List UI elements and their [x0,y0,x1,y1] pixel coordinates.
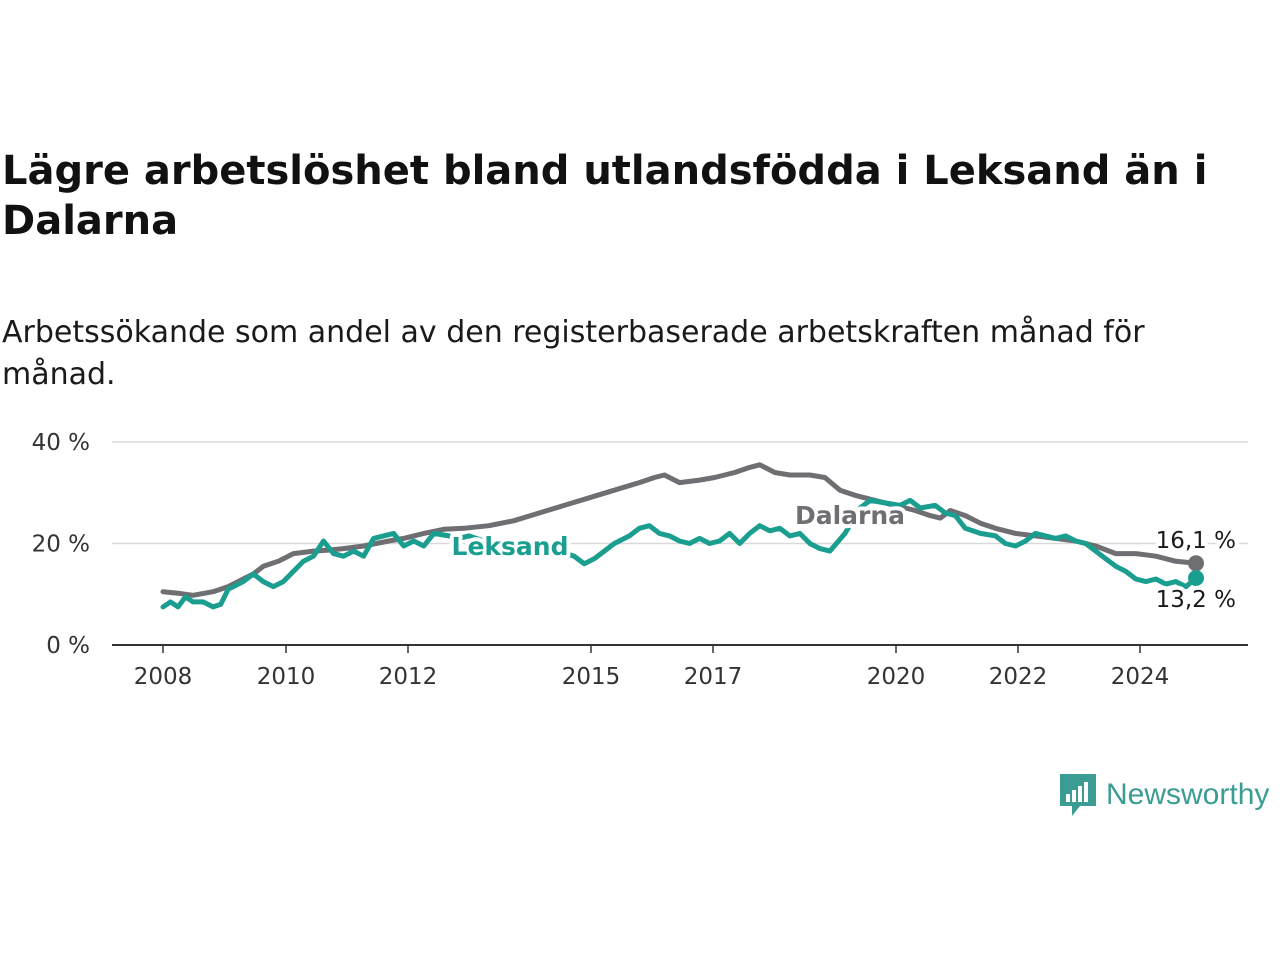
x-tick-label: 2010 [257,664,316,690]
series-label-dalarna: Dalarna [795,501,905,530]
x-axis: 2008 2010 2012 2015 2017 2020 2022 2024 [112,644,1248,690]
series-label-dalarna-halo: Dalarna [795,501,905,530]
newsworthy-logo: Newsworthy [1058,770,1269,820]
end-value-dalarna: 16,1 % [1156,528,1236,554]
x-tick-label: 2012 [379,664,438,690]
end-value-leksand: 13,2 % [1156,587,1236,613]
newsworthy-icon [1060,774,1096,816]
chart-title: Lägre arbetslöshet bland utlandsfödda i … [2,148,1208,244]
x-tick-label: 2020 [867,664,926,690]
x-tick-label: 2024 [1111,664,1170,690]
end-value-leksand-halo: 13,2 % [1156,587,1236,613]
series-label-leksand-halo: Leksand [452,532,569,561]
series-line-leksand [160,497,1199,610]
y-tick-label: 40 % [32,430,90,456]
chart-subtitle: Arbetssökande som andel av den registerb… [2,315,1145,392]
end-point-dalarna [1188,555,1204,572]
x-tick-label: 2015 [562,664,621,690]
series-line-dalarna [160,462,1199,598]
x-tick-label: 2017 [684,664,743,690]
brand-name: Newsworthy [1106,778,1270,811]
end-point-leksand [1188,570,1204,587]
x-tick-label: 2008 [134,664,193,690]
x-tick-label: 2022 [989,664,1048,690]
series-lines [160,462,1204,610]
gridlines: 0 % 20 % 40 % [32,430,1248,659]
y-tick-label: 0 % [46,633,90,659]
y-tick-label: 20 % [32,532,90,558]
end-value-dalarna-halo: 16,1 % [1156,528,1236,554]
series-label-leksand: Leksand [452,532,569,561]
